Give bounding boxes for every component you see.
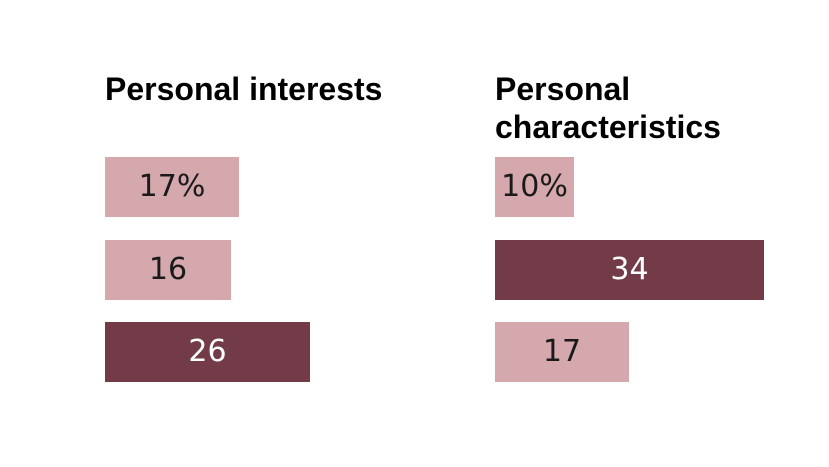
panel-title: Personal characteristics (495, 71, 721, 145)
chart-panel-personal-characteristics: Personal characteristics 10% 34 17 (495, 0, 815, 467)
panel-title: Personal interests (105, 71, 383, 107)
bar: 16 (105, 240, 231, 300)
bar: 17 (495, 322, 629, 382)
bar-value-label: 16 (148, 252, 188, 287)
bar: 17% (105, 157, 239, 217)
chart-panel-personal-interests: Personal interests 17% 16 26 (105, 0, 425, 467)
bar-value-label: 17 (542, 334, 582, 369)
bar-value-label: 26 (188, 334, 227, 369)
bar-value-label: 34 (610, 252, 649, 287)
bar-value-label: 17% (138, 169, 206, 204)
bar: 10% (495, 157, 574, 217)
bar: 26 (105, 322, 310, 382)
bar: 34 (495, 240, 764, 300)
bar-value-label: 10% (501, 169, 568, 204)
